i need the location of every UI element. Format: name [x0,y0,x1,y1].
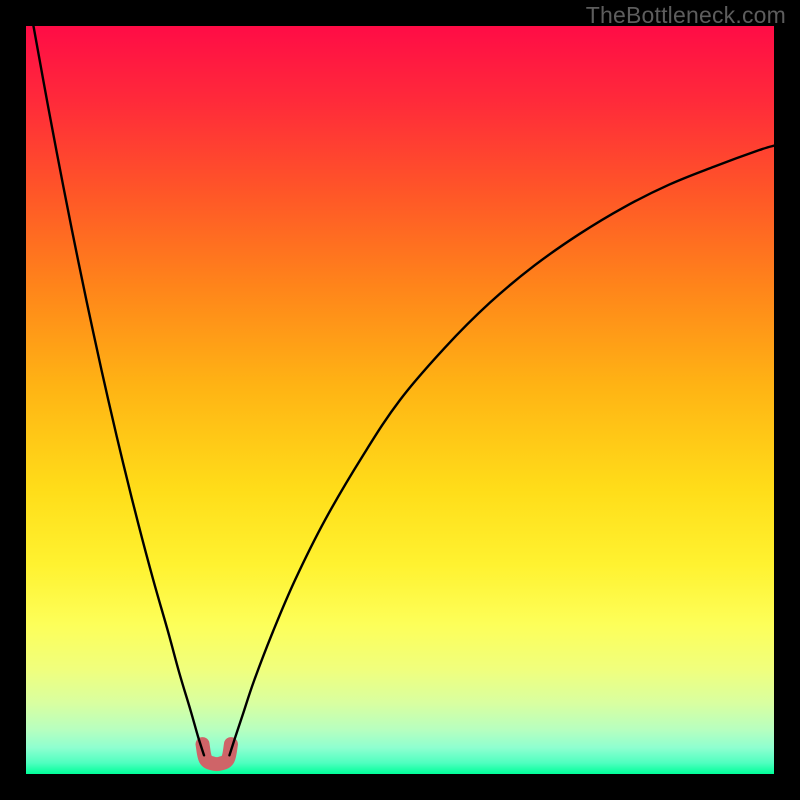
optimal-region-highlight [203,744,231,764]
chart-container: TheBottleneck.com [0,0,800,800]
plot-area [26,26,774,774]
chart-svg [26,26,774,774]
bottleneck-curve-left [33,26,204,755]
watermark-text: TheBottleneck.com [586,2,786,29]
bottleneck-curve-right [229,146,774,756]
